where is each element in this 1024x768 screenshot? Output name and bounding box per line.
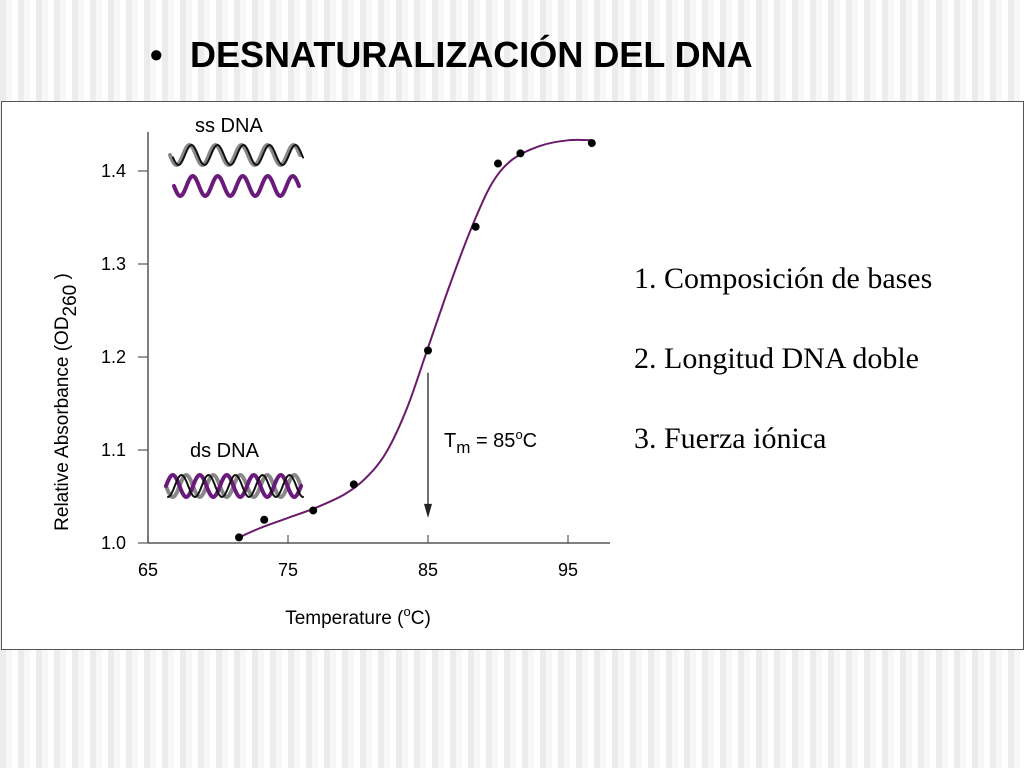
data-point <box>260 515 269 524</box>
tm-label-deg: o <box>515 427 522 442</box>
tm-arrow-head <box>424 503 432 518</box>
ss-strand-purple <box>172 173 301 199</box>
tm-label-t: T <box>444 430 456 452</box>
data-point <box>471 222 480 231</box>
axes <box>147 132 610 544</box>
y-tick-label: 1.0 <box>101 533 126 553</box>
factor-item: 3. Fuerza iónica <box>634 422 827 455</box>
x-tick-label: 65 <box>138 560 158 580</box>
ss-strand-gray <box>168 142 302 168</box>
tm-label-unit: C <box>523 430 537 452</box>
ds-dna-label: ds DNA <box>190 440 260 462</box>
figure-panel: 65 75 85 95 1.0 1.1 1.2 1.3 1.4 Temperature (oC)… <box>1 101 1024 650</box>
ds-strand-black <box>167 473 304 499</box>
data-point <box>309 506 318 515</box>
ds-strand-purple <box>164 472 303 500</box>
data-point <box>587 139 596 148</box>
ds-dna-helix-icon <box>164 472 304 500</box>
melting-curve-chart: 65 75 85 951.01.11.21.31.4 Temperature (oC)… <box>52 115 610 629</box>
y-axis-title-end: ) <box>52 273 73 285</box>
factor-item: 2. Longitud DNA doble <box>634 342 919 375</box>
y-tick-label: 1.1 <box>101 440 126 460</box>
points-layer <box>235 139 596 542</box>
x-axis-title-main: Temperature ( <box>285 608 404 629</box>
data-point <box>424 346 432 355</box>
y-axis-title: Relative Absorbance (OD260 ) <box>52 273 81 531</box>
curve-layer <box>238 138 592 539</box>
ticks: 65 75 85 95 1.0 1.1 1.2 1.3 1.4 <box>101 161 578 580</box>
y-tick-label: 1.2 <box>101 347 126 367</box>
slide-title: • DESNATURALIZACIÓN DEL DNA <box>150 34 753 76</box>
ss-strand-black <box>172 143 304 167</box>
x-tick-label: 85 <box>418 560 438 580</box>
data-point <box>235 533 243 542</box>
y-tick-label: 1.3 <box>101 254 126 274</box>
x-axis-title-end: C) <box>411 608 431 629</box>
title-text: DESNATURALIZACIÓN DEL DNA <box>190 34 753 75</box>
fit-curve-line <box>238 138 592 539</box>
denaturation-factors-list: 1. Composición de bases 2. Longitud DNA … <box>634 262 932 502</box>
y-tick-label: 1.4 <box>101 161 126 181</box>
tm-arrow <box>424 372 432 518</box>
ss-dna-helix-icon <box>168 142 304 199</box>
factor-item: 1. Composición de bases <box>634 262 933 295</box>
tm-label: Tm = 85oC <box>444 427 537 457</box>
tm-label-sub: m <box>456 438 470 457</box>
x-tick-label: 95 <box>558 560 578 580</box>
title-bullet: • <box>150 34 163 75</box>
y-axis-title-sub: 260 <box>60 285 81 317</box>
data-point <box>349 480 358 489</box>
y-axis-title-main: Relative Absorbance (OD <box>52 316 73 530</box>
x-tick-label: 75 <box>278 560 298 580</box>
ss-dna-label: ss DNA <box>195 115 263 137</box>
tm-label-rest: = 85 <box>470 430 515 452</box>
x-axis-title: Temperature (oC) <box>285 604 431 629</box>
data-point <box>494 159 502 168</box>
data-point <box>516 149 525 158</box>
x-axis-title-sup: o <box>403 604 410 619</box>
